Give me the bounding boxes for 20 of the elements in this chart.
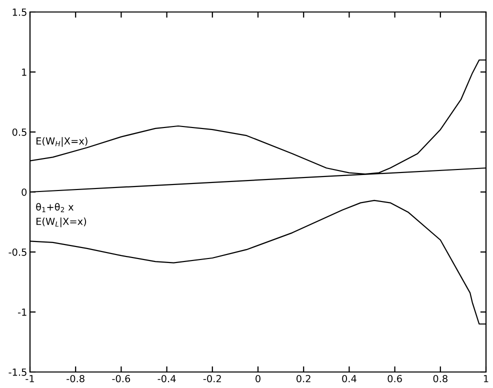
x-tick-label: -0.2 xyxy=(203,374,221,382)
y-tick-label: 1 xyxy=(22,68,26,76)
x-tick-label: 0.4 xyxy=(342,374,356,382)
x-tick-label: 0.8 xyxy=(433,374,448,382)
x-tick-label: 0.6 xyxy=(388,374,402,382)
series-label: E(W$_{L}$|X=x) xyxy=(36,217,86,228)
x-tick-label: 0 xyxy=(256,374,260,382)
y-tick-label: 0.5 xyxy=(12,128,26,136)
x-tick-label: -0.4 xyxy=(158,374,176,382)
y-tick-label: 0 xyxy=(22,188,27,196)
series-label: E(W$_{H}$|X=x) xyxy=(36,137,88,147)
y-tick-label: -1 xyxy=(18,308,26,316)
x-tick-label: 0.2 xyxy=(296,374,310,382)
y-tick-label: 1.5 xyxy=(12,8,26,16)
y-tick-label: -0.5 xyxy=(8,248,26,256)
y-tick-label: -1.5 xyxy=(8,368,26,376)
series-label: θ$_{1}$+θ$_{2}$ x xyxy=(36,203,74,212)
x-tick-label: -0.6 xyxy=(112,374,130,382)
x-tick-label: 1 xyxy=(484,375,488,382)
x-tick-label: -0.8 xyxy=(66,374,84,382)
